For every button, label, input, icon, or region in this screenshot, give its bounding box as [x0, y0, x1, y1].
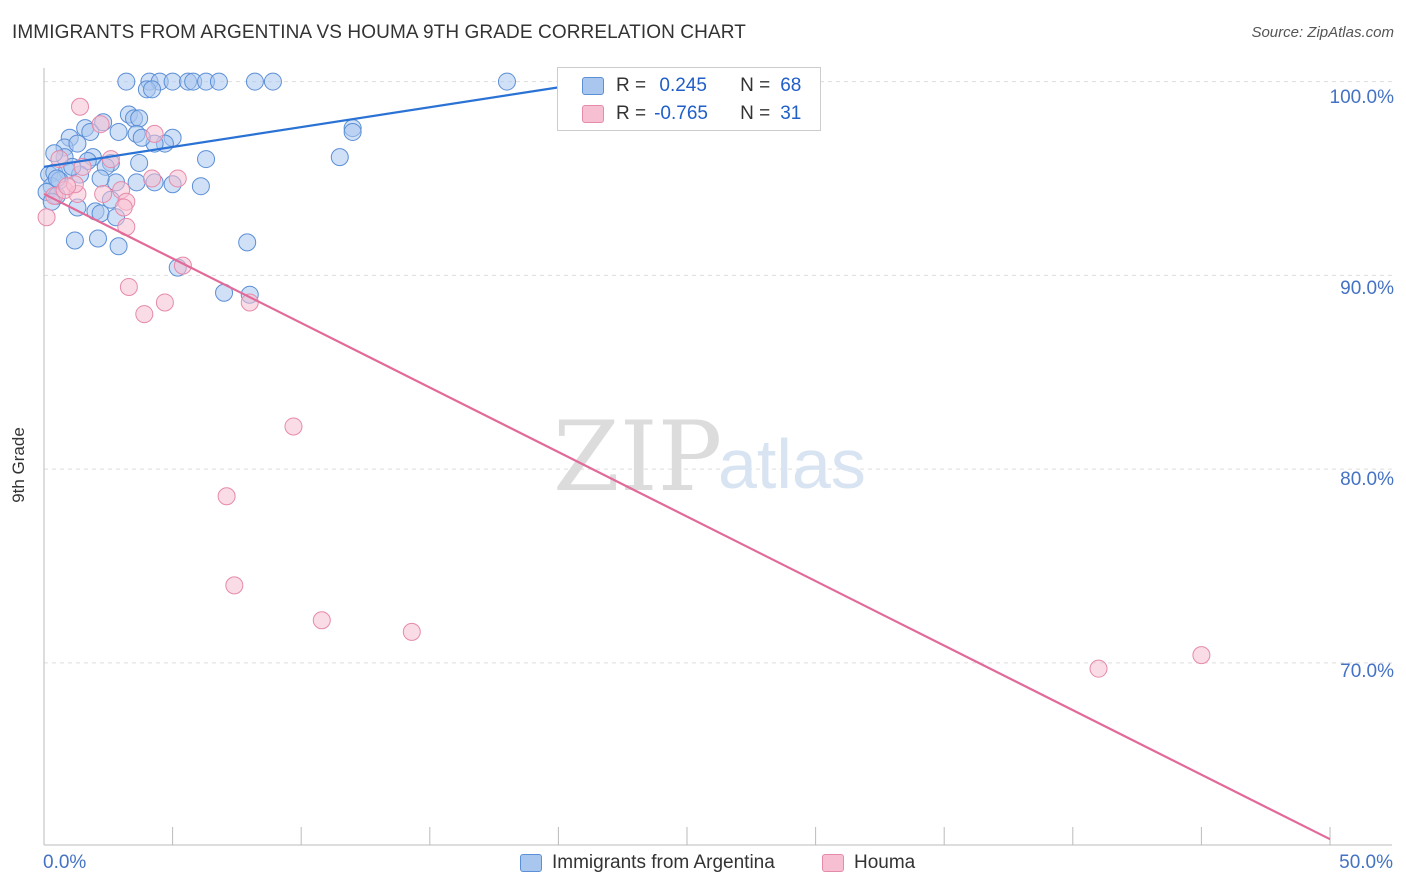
stats-row-argentina: R = 0.245 N = 68 — [558, 71, 801, 101]
argentina-trend-line — [43, 86, 559, 168]
houma-point — [225, 576, 244, 595]
houma-point — [91, 115, 110, 134]
trend-lines — [43, 86, 1331, 841]
houma-point — [1192, 646, 1211, 665]
y-tick-90: 90.0% — [1340, 278, 1394, 299]
n-value-argentina: 68 — [780, 75, 802, 96]
argentina-point — [130, 153, 149, 172]
y-tick-80: 80.0% — [1340, 469, 1394, 490]
argentina-point — [117, 72, 136, 91]
argentina-point — [245, 72, 264, 91]
axes — [43, 68, 1392, 846]
legend-swatch-argentina — [520, 854, 542, 872]
legend-label-argentina: Immigrants from Argentina — [552, 852, 775, 873]
argentina-point — [191, 177, 210, 196]
legend-label-houma: Houma — [854, 852, 916, 873]
argentina-point — [127, 173, 146, 192]
r-value-argentina: 0.245 — [654, 75, 707, 96]
houma-point — [312, 611, 331, 630]
houma-point — [114, 198, 133, 217]
series-houma-points — [37, 97, 1211, 678]
watermark: ZIP atlas — [553, 401, 866, 513]
argentina-point — [130, 109, 149, 128]
chart-title: IMMIGRANTS FROM ARGENTINA VS HOUMA 9TH G… — [12, 22, 746, 43]
argentina-point — [65, 231, 84, 250]
houma-point — [101, 150, 120, 169]
houma-point — [71, 97, 90, 116]
r-label: R = — [616, 75, 647, 96]
watermark-atlas: atlas — [718, 425, 866, 503]
argentina-point — [209, 72, 228, 91]
argentina-point — [91, 169, 110, 188]
houma-point — [168, 169, 187, 188]
argentina-point — [343, 122, 362, 141]
correlation-stats-box: R = 0.245 N = 68 R = -0.765 N = 31 — [557, 67, 821, 131]
x-tick-min: 0.0% — [43, 852, 87, 873]
argentina-point — [163, 72, 182, 91]
houma-point — [37, 208, 56, 227]
houma-point — [94, 184, 113, 203]
argentina-point — [497, 72, 516, 91]
source-label: Source: ZipAtlas.com — [1251, 24, 1394, 41]
houma-point — [284, 417, 303, 436]
n-label: N = — [740, 75, 771, 96]
n-label: N = — [740, 103, 771, 124]
houma-point — [145, 124, 164, 143]
swatch-houma — [582, 105, 604, 123]
swatch-argentina — [582, 77, 604, 95]
houma-point — [155, 293, 174, 312]
houma-point — [1089, 659, 1108, 678]
legend-item-houma[interactable]: Houma — [822, 852, 915, 874]
argentina-point — [330, 148, 349, 167]
argentina-point — [143, 80, 162, 99]
r-label: R = — [616, 103, 647, 124]
argentina-point — [109, 237, 128, 256]
argentina-point — [109, 122, 128, 141]
y-tick-100: 100.0% — [1329, 87, 1394, 108]
y-tick-70: 70.0% — [1340, 661, 1394, 682]
houma-point — [119, 277, 138, 296]
argentina-point — [238, 233, 257, 252]
n-value-houma: 31 — [780, 103, 802, 124]
argentina-point — [89, 229, 108, 248]
houma-point — [58, 177, 77, 196]
stats-row-houma: R = -0.765 N = 31 — [558, 99, 801, 129]
x-tick-max: 50.0% — [1339, 852, 1393, 873]
houma-trend-line — [43, 192, 1331, 841]
watermark-zip: ZIP — [553, 401, 722, 513]
argentina-point — [263, 72, 282, 91]
houma-point — [143, 169, 162, 188]
legend-swatch-houma — [822, 854, 844, 872]
argentina-point — [197, 150, 216, 169]
houma-point — [217, 487, 236, 506]
argentina-point — [68, 134, 87, 153]
houma-point — [402, 622, 421, 641]
legend-item-argentina[interactable]: Immigrants from Argentina — [520, 852, 775, 874]
r-value-houma: -0.765 — [654, 103, 708, 124]
houma-point — [135, 305, 154, 324]
gridlines — [44, 81, 1392, 664]
